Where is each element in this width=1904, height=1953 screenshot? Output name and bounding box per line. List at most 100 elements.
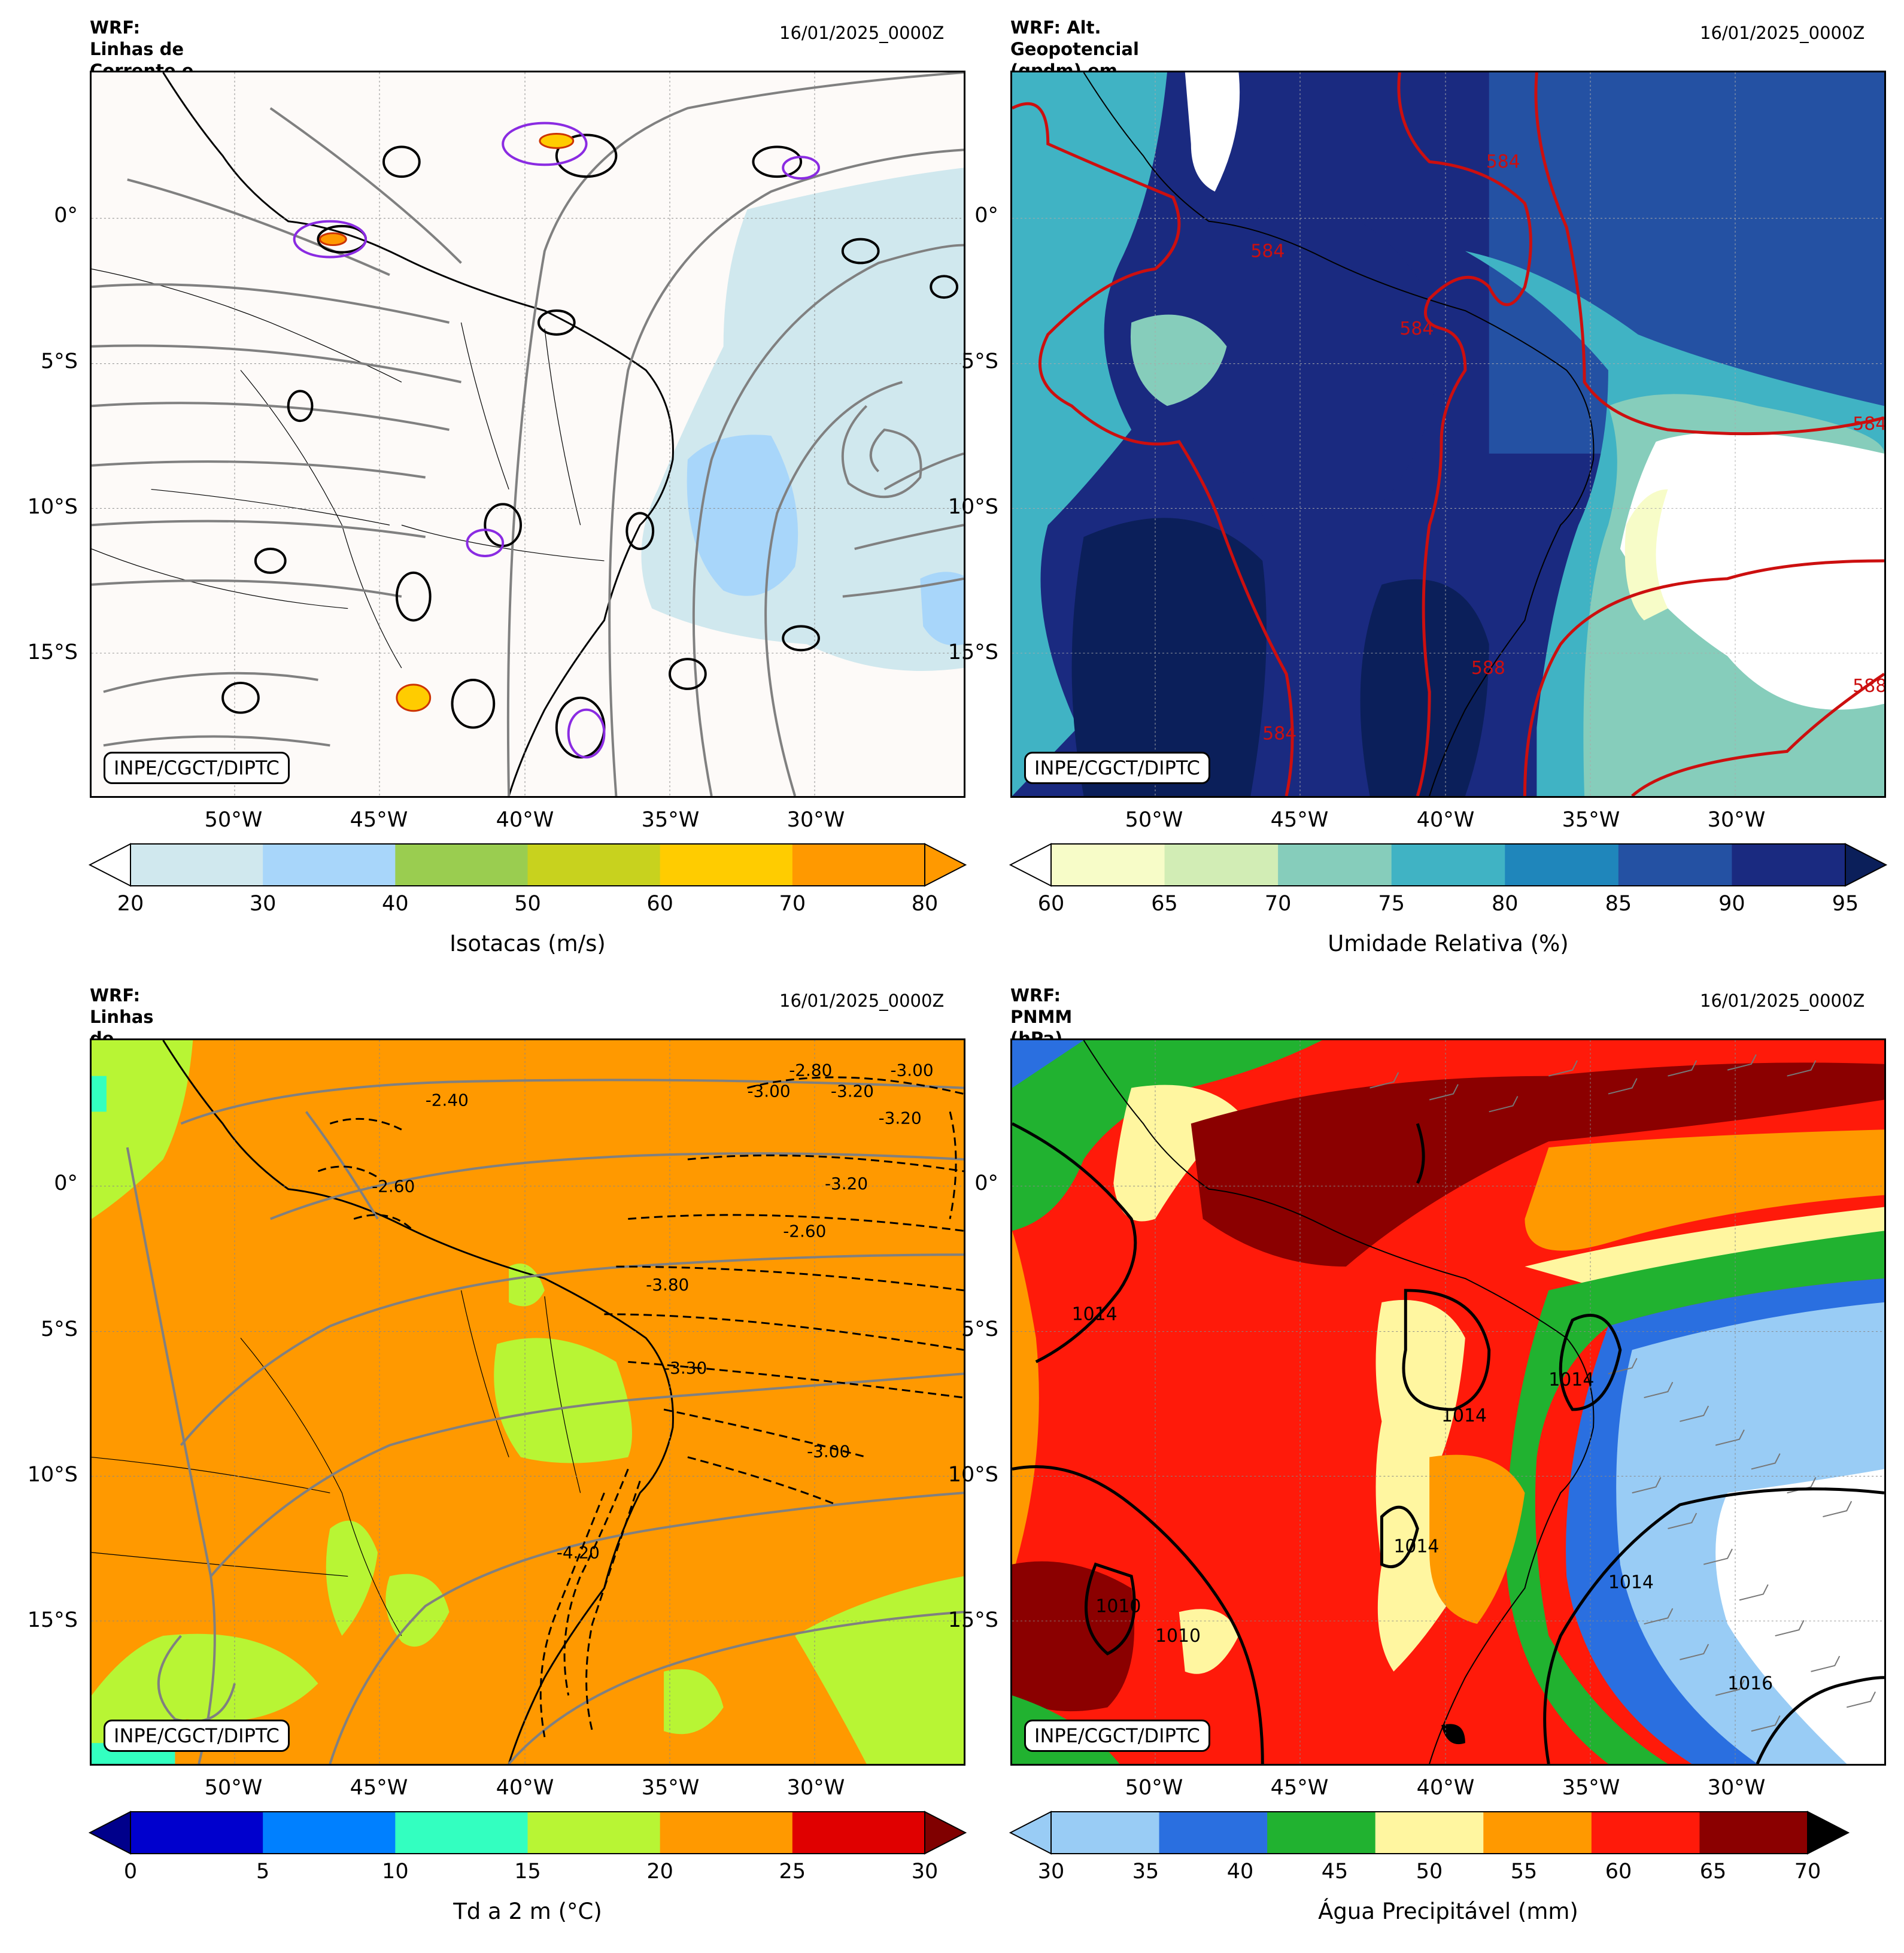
pw-fill-darkred [1012,1561,1135,1712]
colorbar-tick: 35 [1132,1860,1159,1884]
colorbar-segment [263,844,396,886]
colorbar: 20 30 40 50 60 70 80 [88,843,967,916]
map-850hpa-td: -2.80 -3.00 -3.20 -2.60 -3.00 -3.20 -2.6… [90,1038,965,1766]
lat-label: 0° [54,1171,78,1195]
lat-label: 5°S [961,350,998,373]
isotach-max-cores [293,122,820,759]
td-fill-green [494,1338,632,1463]
colorbar-over-arrow [924,843,967,887]
colorbar-segment [660,1812,793,1854]
td-fill-green [92,1040,193,1219]
contour-label: 1014 [1441,1405,1487,1426]
td-fill-green [326,1520,378,1636]
lat-label: 10°S [948,495,998,519]
colorbar-segment [527,1812,661,1854]
map-layer: -2.80 -3.00 -3.20 -2.60 -3.00 -3.20 -2.6… [92,1040,964,1764]
colorbar-segment [1051,844,1165,886]
colorbar-segment [1591,1812,1700,1854]
lat-label: 0° [974,203,998,227]
colorbar-label: Td a 2 m (°C) [453,1899,602,1924]
lat-label: 10°S [948,1463,998,1487]
contour-label: -3.80 [646,1275,689,1295]
pressure-contours [1012,1122,1884,1764]
colorbar-tick: 65 [1699,1860,1727,1884]
colorbar-segment [1699,1812,1808,1854]
lat-label: 5°S [961,1317,998,1341]
geopotential-labels: 584 584 584 584 588 588 584 [1250,151,1884,744]
credit-label: INPE/CGCT/DIPTC [104,1720,290,1752]
contour-label: -3.00 [891,1061,934,1080]
colorbar-frame [130,843,925,886]
state-borders [92,1290,581,1636]
isotach-fill-blue [920,572,964,646]
pw-fill-darkred [1191,1062,1884,1267]
colorbar-segment [792,844,925,886]
contour-label: 584 [1853,414,1884,435]
colorbar-tick: 10 [382,1860,409,1884]
colorbar-tick: 85 [1605,892,1632,916]
lifted-labels: -2.80 -3.00 -3.20 -2.60 -3.00 -3.20 -2.6… [372,1061,934,1563]
colorbar-segment [792,1812,925,1854]
coastline [1083,72,1595,796]
lon-label: 40°W [1416,1776,1475,1800]
colorbar-segment [1505,844,1619,886]
colorbar-over-arrow [1807,1811,1850,1855]
pw-fill-white [1715,1469,1884,1764]
gridlines [92,72,964,796]
colorbar-segment [130,844,263,886]
colorbar-segment [1391,844,1505,886]
map-250hpa: INPE/CGCT/DIPTC [90,71,965,798]
contour-label: -3.20 [825,1174,868,1193]
td-fill-green [664,1669,724,1735]
lat-label: 5°S [41,1317,78,1341]
contour-label: 1010 [1095,1596,1141,1617]
contour-label: -3.00 [747,1082,790,1101]
lon-label: 35°W [1562,808,1620,832]
lat-label: 15°S [948,640,998,664]
panel-date: 16/01/2025_0000Z [1700,991,1865,1011]
isotach-fill-light [641,168,964,672]
colorbar-segment [1159,1812,1268,1854]
contour-label: -2.40 [426,1090,469,1110]
lon-label: 45°W [1270,1776,1329,1800]
colorbar-frame [130,1811,925,1854]
contour-label: -2.60 [783,1221,826,1241]
colorbar: 60 65 70 75 80 85 90 95 [1009,843,1888,916]
colorbar-tick: 60 [1605,1860,1632,1884]
lon-label: 30°W [786,1776,845,1800]
lon-label: 50°W [204,808,263,832]
colorbar-tick: 20 [646,1860,673,1884]
rh-fill-dark [1071,518,1267,796]
colorbar-segment [1051,1812,1160,1854]
contour-label: 584 [1399,318,1434,339]
lon-label: 40°W [496,808,554,832]
lat-label: 0° [974,1171,998,1195]
rh-fill-dark [1231,192,1437,537]
td-fill-teal [92,1076,107,1112]
coastline [1083,1040,1595,1764]
contour-label: -3.30 [664,1358,707,1378]
lon-label: 35°W [641,1776,700,1800]
contour-label: 584 [1486,151,1520,172]
colorbar-segment [527,844,661,886]
contour-label: 1014 [1393,1536,1439,1557]
contour-label: 588 [1853,676,1884,697]
contour-label: 584 [1250,241,1284,262]
colorbar-tick: 40 [382,892,409,916]
rh-fill-dark [1360,579,1489,796]
contour-label: 588 [1471,658,1505,679]
lat-label: 15°S [948,1608,998,1632]
colorbar-tick: 50 [1416,1860,1443,1884]
pw-fill-orange [1012,1231,1039,1764]
colorbar-graphic [88,1811,967,1855]
colorbar-segment [1164,844,1279,886]
contour-label: 1014 [1608,1572,1654,1593]
colorbar-segment [1267,1812,1376,1854]
colorbar-tick: 60 [1037,892,1065,916]
pw-fill-black [1441,1724,1465,1745]
colorbar-frame [1050,1811,1808,1854]
colorbar-graphic [1009,1811,1850,1855]
lon-label: 45°W [1270,808,1329,832]
colorbar-tick: 25 [779,1860,806,1884]
rh-fill-teal [1012,72,1167,796]
